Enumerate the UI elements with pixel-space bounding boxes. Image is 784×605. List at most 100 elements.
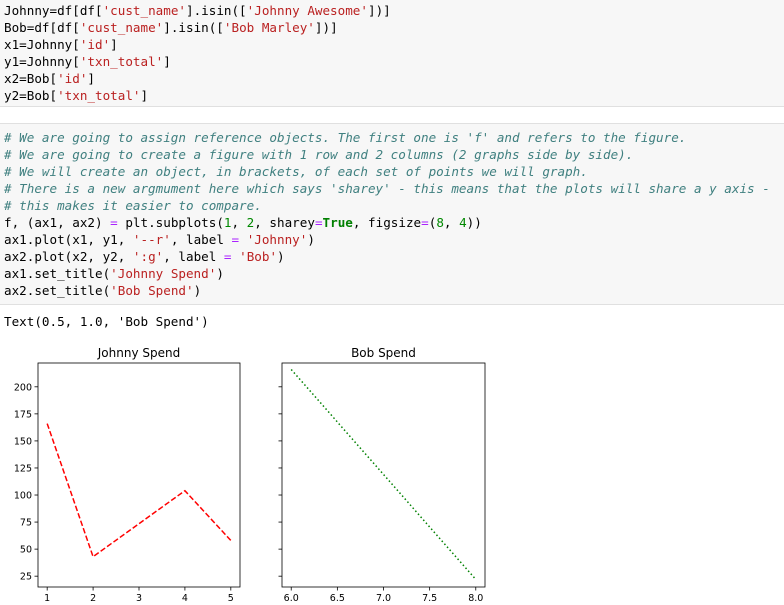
code-token: = (110, 215, 118, 230)
code-token: 'Johnny' (246, 232, 308, 247)
code-token: ])] (367, 3, 391, 18)
y-tick-label: 125 (14, 463, 32, 474)
series-line-bob (290, 368, 477, 580)
code-line: y1=Johnny['txn_total'] (4, 53, 171, 70)
code-token: 1 (223, 215, 232, 230)
code-token: ] (163, 54, 171, 69)
code-token: , sharey (254, 215, 315, 230)
code-token (232, 249, 240, 264)
y-tick-label: 50 (20, 545, 32, 556)
code-token: = (223, 249, 232, 264)
y-tick-label: 25 (20, 572, 32, 583)
code-token: # There is a new argmument here which sa… (4, 181, 770, 196)
code-token: True (322, 215, 353, 230)
code-token: 'cust_name' (79, 20, 164, 35)
code-line: x1=Johnny['id'] (4, 36, 118, 53)
code-token: , label (163, 249, 224, 264)
code-line: # There is a new argmument here which sa… (4, 180, 770, 197)
code-token: f, (ax1, ax2) (4, 215, 111, 230)
code-token: # We are going to create a figure with 1… (4, 147, 634, 162)
code-token: ax2.set_title( (4, 283, 111, 298)
code-token: Johnny=df[df[ (4, 3, 103, 18)
code-token: , (443, 215, 460, 230)
code-token: y1=Johnny[ (4, 54, 80, 69)
code-token: 'id' (79, 37, 111, 52)
code-line: # We will create an object, in brackets,… (4, 163, 588, 180)
code-token: , (231, 215, 247, 230)
x-tick-label: 6.5 (330, 593, 345, 604)
code-token: = (421, 215, 429, 230)
y-tick-label: 75 (20, 518, 32, 529)
code-line: y2=Bob['txn_total'] (4, 87, 148, 104)
cell-output-text: Text(0.5, 1.0, 'Bob Spend') (4, 314, 209, 329)
code-token: 8 (436, 215, 444, 230)
code-line: f, (ax1, ax2) = plt.subplots(1, 2, share… (4, 214, 482, 231)
x-tick-label: 1 (44, 593, 50, 604)
code-token: 'Bob Spend' (110, 283, 194, 298)
code-token: # We are going to assign reference objec… (4, 130, 687, 145)
code-token: ax1.plot(x1, y1, (4, 232, 133, 247)
code-token: ax1.set_title( (4, 266, 111, 281)
code-token: 2 (246, 215, 255, 230)
code-token: ] (140, 88, 149, 103)
code-line: Bob=df[df['cust_name'].isin(['Bob Marley… (4, 19, 338, 36)
code-token: ':g' (132, 249, 164, 264)
code-token: 4 (459, 215, 467, 230)
x-tick-label: 3 (136, 593, 142, 604)
code-token: 'Johnny Awesome' (246, 3, 368, 18)
x-tick-label: 5 (228, 593, 234, 604)
y-tick-label: 100 (14, 491, 32, 502)
y-tick-label: 175 (14, 409, 32, 420)
x-tick-label: 4 (182, 593, 188, 604)
subplot-title: Johnny Spend (97, 346, 180, 360)
code-token: ) (216, 266, 224, 281)
subplot-1: Johnny Spend 25 50 75 100 125 150 175 200 1 2 3 4 5 (14, 346, 241, 604)
code-token: , figsize (352, 215, 422, 230)
code-token: 'Bob Marley' (223, 20, 315, 35)
subplots-figure: Johnny Spend 25 50 75 100 125 150 175 200 1 2 3 4 5 Bo… (14, 346, 486, 604)
code-cell-2[interactable]: # We are going to assign reference objec… (0, 123, 784, 305)
code-line: ax1.set_title('Johnny Spend') (4, 265, 224, 282)
code-token: ( (428, 215, 437, 230)
code-token (239, 232, 247, 247)
code-token: # this makes it easier to compare. (4, 198, 262, 213)
x-tick-label: 7.5 (422, 593, 437, 604)
code-token: x2=Bob[ (4, 71, 58, 86)
code-line: # We are going to create a figure with 1… (4, 146, 633, 163)
code-token: 'cust_name' (102, 3, 186, 18)
code-token: plt.subplots( (117, 215, 224, 230)
code-line: ax2.plot(x2, y2, ':g', label = 'Bob') (4, 248, 285, 265)
code-line: # this makes it easier to compare. (4, 197, 262, 214)
code-token: , label (170, 232, 232, 247)
code-line: ax2.set_title('Bob Spend') (4, 282, 201, 299)
code-token: = (231, 232, 240, 247)
code-token: 'txn_total' (57, 88, 141, 103)
code-line: Johnny=df[df['cust_name'].isin(['Johnny … (4, 2, 391, 19)
x-tick-label: 6.0 (284, 593, 299, 604)
subplot-2: Bob Spend 6.0 6.5 7.0 7.5 8.0 (278, 346, 486, 604)
code-token: ) (307, 232, 315, 247)
code-line: ax1.plot(x1, y1, '--r', label = 'Johnny'… (4, 231, 315, 248)
code-line: x2=Bob['id'] (4, 70, 95, 87)
code-token: 'id' (57, 71, 88, 86)
code-token: ] (87, 71, 96, 86)
code-token: )) (466, 215, 482, 230)
code-token: ].isin([ (163, 20, 224, 35)
code-token: ] (110, 37, 118, 52)
code-token: # We will create an object, in brackets,… (4, 164, 588, 179)
code-token: 'Bob' (239, 249, 278, 264)
code-token: 'txn_total' (79, 54, 164, 69)
x-tick-label: 8.0 (468, 593, 483, 604)
code-cell-1[interactable]: Johnny=df[df['cust_name'].isin(['Johnny … (0, 0, 784, 107)
code-token: 'Johnny Spend' (110, 266, 217, 281)
code-token: '--r' (132, 232, 171, 247)
subplot-title: Bob Spend (351, 346, 416, 360)
y-tick-label: 200 (14, 382, 32, 393)
x-tick-label: 2 (90, 593, 96, 604)
series-line-johnny (46, 423, 232, 558)
code-token: ) (193, 283, 202, 298)
code-token: y2=Bob[ (4, 88, 58, 103)
x-tick-label: 7.0 (376, 593, 391, 604)
code-token: ].isin([ (185, 3, 247, 18)
axes-frame (37, 362, 241, 588)
